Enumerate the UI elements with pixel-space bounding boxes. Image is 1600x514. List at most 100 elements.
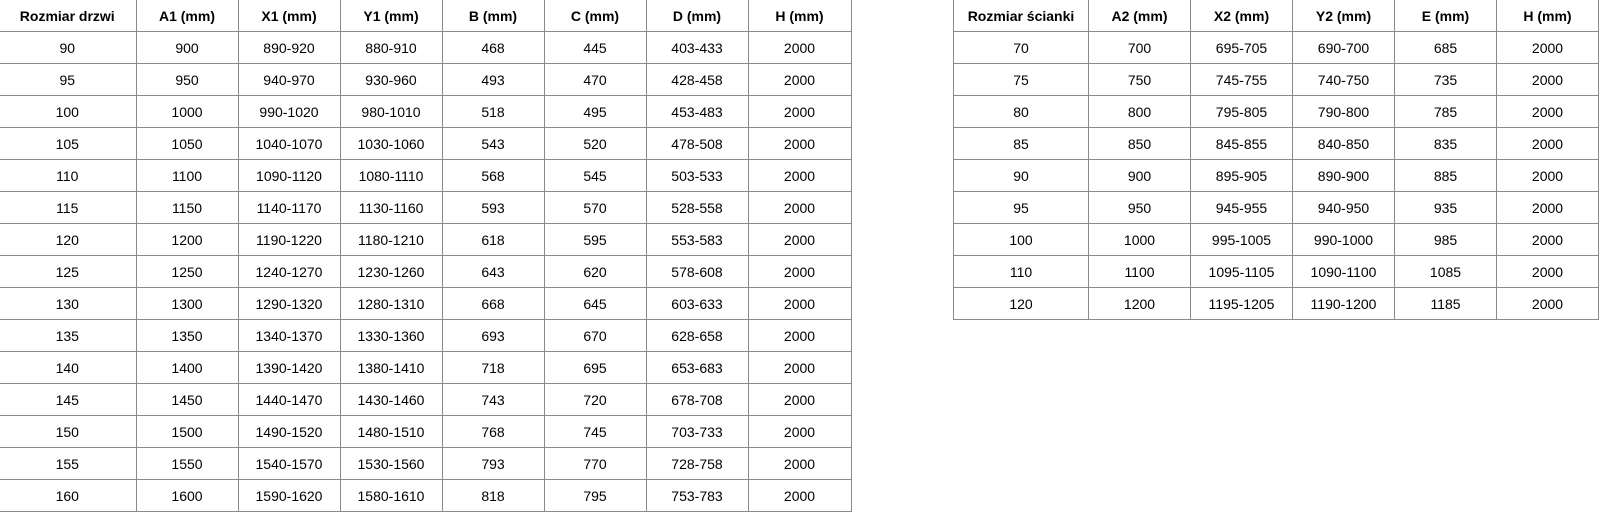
table-cell: 795 [543,479,647,512]
table-cell: 593 [441,191,545,224]
table-cell: 2000 [1496,127,1599,160]
table-cell: 160 [0,479,137,512]
table-cell: 1085 [1394,255,1497,288]
table-cell: 2000 [747,415,852,448]
column-header: X1 (mm) [237,0,341,32]
table-cell: 720 [543,383,647,416]
table-cell: 990-1000 [1292,223,1395,256]
table-cell: 1180-1210 [339,223,443,256]
table-row: 140 1400 1390-1420 1380-1410 718 695 653-683 20… [0,351,852,384]
table-cell: 2000 [1496,31,1599,64]
table-cell: 503-533 [645,159,749,192]
table-cell: 990-1020 [237,95,341,128]
table-cell: 453-483 [645,95,749,128]
table-row: 100 1000 995-1005 990-1000 985 2000 [953,223,1599,256]
table-cell: 1280-1310 [339,287,443,320]
table-cell: 145 [0,383,137,416]
table-cell: 130 [0,287,137,320]
table-cell: 700 [1088,31,1191,64]
table-cell: 1230-1260 [339,255,443,288]
table-cell: 668 [441,287,545,320]
table-cell: 1150 [135,191,239,224]
table-cell: 980-1010 [339,95,443,128]
table-cell: 1590-1620 [237,479,341,512]
table-cell: 95 [0,63,137,96]
column-header: Rozmiar drzwi [0,0,137,32]
table-cell: 75 [953,63,1089,96]
header-row: Rozmiar drzwi A1 (mm) X1 (mm) Y1 (mm) B (mm)… [0,0,852,32]
table-cell: 70 [953,31,1089,64]
table-row: 90 900 890-920 880-910 468 445 403-433 2000 [0,31,852,64]
table-cell: 890-900 [1292,159,1395,192]
column-header: A2 (mm) [1088,0,1191,32]
table-cell: 1600 [135,479,239,512]
table-cell: 685 [1394,31,1497,64]
table-cell: 570 [543,191,647,224]
table-row: 120 1200 1190-1220 1180-1210 618 595 553-583 20… [0,223,852,256]
table-cell: 1000 [135,95,239,128]
table-cell: 528-558 [645,191,749,224]
table-cell: 690-700 [1292,31,1395,64]
table-row: 90 900 895-905 890-900 885 2000 [953,159,1599,192]
table-cell: 1190-1220 [237,223,341,256]
table-row: 110 1100 1095-1105 1090-1100 1085 2000 [953,255,1599,288]
table-cell: 518 [441,95,545,128]
table-cell: 785 [1394,95,1497,128]
table-cell: 1080-1110 [339,159,443,192]
table-cell: 1290-1320 [237,287,341,320]
table-cell: 653-683 [645,351,749,384]
table-cell: 2000 [747,479,852,512]
table-cell: 845-855 [1190,127,1293,160]
table-cell: 985 [1394,223,1497,256]
table-cell: 745-755 [1190,63,1293,96]
table-cell: 1300 [135,287,239,320]
column-header: Y2 (mm) [1292,0,1395,32]
column-header: C (mm) [543,0,647,32]
table-cell: 2000 [747,127,852,160]
table-row: 105 1050 1040-1070 1030-1060 543 520 478-508 20… [0,127,852,160]
table-cell: 940-970 [237,63,341,96]
table-cell: 478-508 [645,127,749,160]
table-row: 135 1350 1340-1370 1330-1360 693 670 628-658 20… [0,319,852,352]
table-cell: 2000 [747,447,852,480]
table-row: 120 1200 1195-1205 1190-1200 1185 2000 [953,287,1599,320]
table-cell: 795-805 [1190,95,1293,128]
table-cell: 1240-1270 [237,255,341,288]
table-cell: 850 [1088,127,1191,160]
table-cell: 493 [441,63,545,96]
table-row: 115 1150 1140-1170 1130-1160 593 570 528-558 20… [0,191,852,224]
table-cell: 110 [0,159,137,192]
table-row: 150 1500 1490-1520 1480-1510 768 745 703-733 20… [0,415,852,448]
table-cell: 470 [543,63,647,96]
table-cell: 1540-1570 [237,447,341,480]
table-cell: 2000 [1496,223,1599,256]
column-header: Rozmiar ścianki [953,0,1089,32]
table-cell: 120 [953,287,1089,320]
table-cell: 1400 [135,351,239,384]
table-row: 155 1550 1540-1570 1530-1560 793 770 728-758 20… [0,447,852,480]
table-cell: 1530-1560 [339,447,443,480]
table-cell: 940-950 [1292,191,1395,224]
table-cell: 840-850 [1292,127,1395,160]
table-cell: 818 [441,479,545,512]
table-cell: 1090-1120 [237,159,341,192]
table-cell: 2000 [1496,191,1599,224]
table-cell: 428-458 [645,63,749,96]
table-cell: 930-960 [339,63,443,96]
table-cell: 753-783 [645,479,749,512]
table-cell: 885 [1394,159,1497,192]
table-row: 145 1450 1440-1470 1430-1460 743 720 678-708 20… [0,383,852,416]
table-row: 160 1600 1590-1620 1580-1610 818 795 753-783 20… [0,479,852,512]
table-row: 110 1100 1090-1120 1080-1110 568 545 503-533 20… [0,159,852,192]
column-header: Y1 (mm) [339,0,443,32]
table-cell: 2000 [1496,95,1599,128]
table-cell: 1040-1070 [237,127,341,160]
table-cell: 578-608 [645,255,749,288]
table-cell: 1185 [1394,287,1497,320]
table-cell: 1550 [135,447,239,480]
table-cell: 678-708 [645,383,749,416]
table-cell: 995-1005 [1190,223,1293,256]
column-header: A1 (mm) [135,0,239,32]
table-cell: 2000 [1496,159,1599,192]
table-cell: 2000 [1496,63,1599,96]
